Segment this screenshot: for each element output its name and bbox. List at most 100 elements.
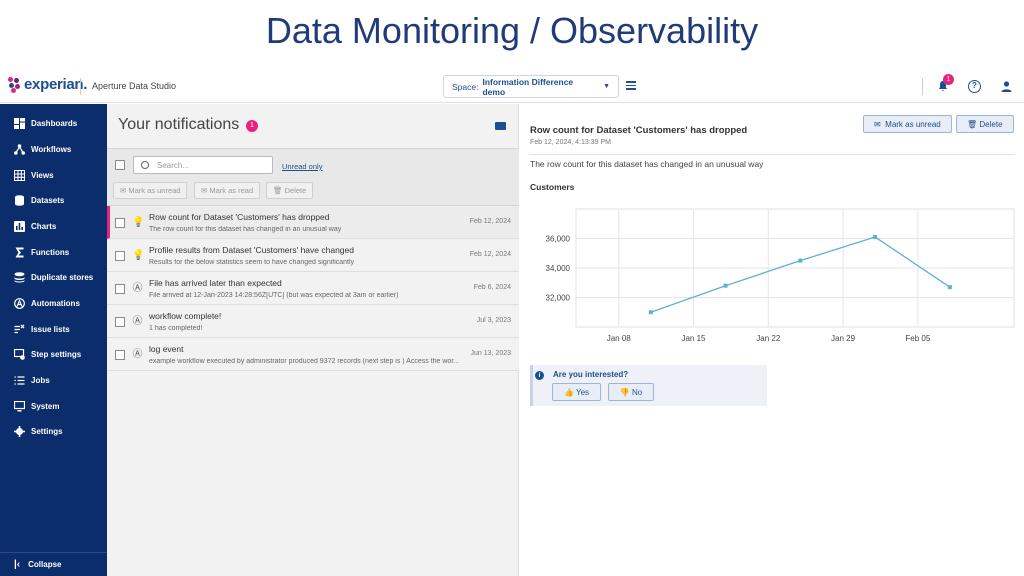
stack-icon: [14, 271, 25, 282]
notification-title: log event: [149, 344, 184, 354]
notification-title: Profile results from Dataset 'Customers'…: [149, 245, 354, 255]
x-tick-label: Jan 15: [681, 334, 706, 343]
sidebar-item-label: Views: [31, 170, 54, 180]
sidebar-item-label: Duplicate stores: [31, 272, 94, 282]
interest-prompt: i Are you interested? 👍 Yes 👎 No: [530, 365, 767, 406]
sidebar-item-step-settings[interactable]: Step settings: [0, 343, 107, 365]
space-label: Space:: [452, 81, 479, 92]
interest-question: Are you interested?: [553, 370, 629, 379]
help-icon[interactable]: ?: [968, 80, 981, 93]
sidebar-item-workflows[interactable]: Workflows: [0, 138, 107, 160]
chart-icon: [14, 220, 25, 232]
detail-title: Row count for Dataset 'Customers' has dr…: [530, 125, 748, 136]
y-tick-label: 32,000: [546, 294, 571, 303]
sidebar-item-jobs[interactable]: Jobs: [0, 369, 107, 391]
sidebar-item-label: Issue lists: [31, 324, 70, 334]
unread-badge: 1: [246, 120, 258, 132]
notification-subtitle: example workflow executed by administrat…: [149, 358, 460, 365]
info-icon: i: [535, 371, 544, 380]
no-button[interactable]: 👎 No: [608, 383, 654, 401]
notification-row[interactable]: Ⓐ log event example workflow executed by…: [107, 338, 519, 371]
divider: [530, 154, 1014, 155]
x-tick-label: Jan 22: [756, 334, 781, 343]
sidebar-item-settings[interactable]: Settings: [0, 420, 107, 442]
gear-icon: [14, 425, 25, 437]
series-line: [650, 236, 951, 313]
sidebar-item-issue-lists[interactable]: Issue lists: [0, 318, 107, 340]
row-checkbox[interactable]: [115, 218, 125, 228]
mail-icon[interactable]: [495, 122, 506, 130]
mark-as-unread-button[interactable]: ✉ Mark as unread: [863, 115, 952, 133]
dashboard-icon: [14, 117, 25, 129]
notification-subtitle: The row count for this dataset has chang…: [149, 226, 342, 233]
sidebar-item-label: Functions: [31, 247, 70, 257]
mark-as-read-button[interactable]: ✉ Mark as read: [194, 182, 261, 199]
notification-row[interactable]: Ⓐ workflow complete! 1 has completed! Ju…: [107, 305, 519, 338]
delete-button[interactable]: 🗑 Delete: [956, 115, 1014, 133]
row-checkbox[interactable]: [115, 284, 125, 294]
data-point: [798, 258, 803, 263]
user-icon[interactable]: [1000, 80, 1013, 93]
space-value: Information Difference demo: [482, 76, 574, 97]
x-tick-label: Feb 05: [905, 334, 930, 343]
sidebar-item-label: System: [31, 401, 60, 411]
mark-as-unread-button[interactable]: ✉ Mark as unread: [113, 182, 188, 199]
sidebar-item-system[interactable]: System: [0, 395, 107, 417]
notification-detail: Row count for Dataset 'Customers' has dr…: [520, 104, 1024, 576]
automation-icon: [14, 297, 25, 309]
sidebar-item-label: Jobs: [31, 375, 50, 385]
menu-icon[interactable]: [626, 81, 636, 90]
data-point: [873, 235, 878, 240]
yes-button[interactable]: 👍 Yes: [552, 383, 601, 401]
search-input[interactable]: Search...: [133, 156, 273, 174]
search-icon: [141, 161, 149, 169]
thumbs-down-icon: 👎: [619, 388, 630, 397]
row-checkbox[interactable]: [115, 251, 125, 261]
sidebar-item-functions[interactable]: Functions: [0, 241, 107, 263]
data-point: [947, 285, 952, 290]
sidebar-item-charts[interactable]: Charts: [0, 215, 107, 237]
notification-row[interactable]: Ⓐ File has arrived later than expected F…: [107, 272, 519, 305]
sidebar-item-datasets[interactable]: Datasets: [0, 189, 107, 211]
sidebar: Dashboards Workflows Views Datasets Char…: [0, 104, 107, 576]
sidebar-item-label: Step settings: [31, 349, 82, 359]
sidebar-item-dashboards[interactable]: Dashboards: [0, 112, 107, 134]
y-tick-label: 36,000: [546, 235, 571, 244]
notification-date: Feb 6, 2024: [473, 284, 511, 291]
sidebar-item-automations[interactable]: Automations: [0, 292, 107, 314]
notification-row[interactable]: 💡 Row count for Dataset 'Customers' has …: [107, 206, 519, 239]
sidebar-item-label: Charts: [31, 221, 57, 231]
notifications-toolbar: Search... Unread only ✉ Mark as unread ✉…: [107, 148, 519, 206]
brand-name: experian.: [24, 76, 88, 93]
lightbulb-icon: 💡: [132, 217, 145, 228]
page-title: Your notifications: [118, 116, 240, 133]
notification-badge: 1: [943, 74, 954, 85]
app-window: experian. Aperture Data Studio Space: In…: [0, 70, 1024, 576]
collapse-label: Collapse: [28, 560, 62, 569]
collapse-button[interactable]: |‹ Collapse: [0, 552, 107, 576]
notification-row[interactable]: 💡 Profile results from Dataset 'Customer…: [107, 239, 519, 272]
space-selector[interactable]: Space: Information Difference demo ▼: [443, 75, 619, 98]
experian-logo[interactable]: experian.: [8, 76, 87, 93]
automation-icon: Ⓐ: [132, 349, 143, 360]
database-icon: [15, 194, 24, 206]
delete-button[interactable]: 🗑 Delete: [266, 182, 314, 199]
select-all-checkbox[interactable]: [115, 160, 125, 170]
x-tick-label: Jan 29: [831, 334, 856, 343]
automation-icon: Ⓐ: [132, 283, 143, 294]
sidebar-item-views[interactable]: Views: [0, 164, 107, 186]
notification-subtitle: File arrived at 12-Jan-2023 14:28:56Z[UT…: [149, 292, 399, 299]
list-icon: [14, 375, 25, 385]
row-checkbox[interactable]: [115, 317, 125, 327]
sidebar-item-label: Dashboards: [31, 118, 78, 128]
unread-only-link[interactable]: Unread only: [282, 162, 323, 171]
logo-dots-icon: [8, 76, 22, 93]
grid-icon: [14, 169, 25, 181]
sidebar-item-duplicate-stores[interactable]: Duplicate stores: [0, 266, 107, 288]
notifications-pane: Your notifications 1 Search... Unread on…: [107, 104, 519, 576]
row-checkbox[interactable]: [115, 350, 125, 360]
notification-subtitle: Results for the below statistics seem to…: [149, 259, 355, 266]
sidebar-item-label: Workflows: [31, 144, 72, 154]
divider: [922, 78, 923, 95]
notification-title: File has arrived later than expected: [149, 278, 282, 288]
